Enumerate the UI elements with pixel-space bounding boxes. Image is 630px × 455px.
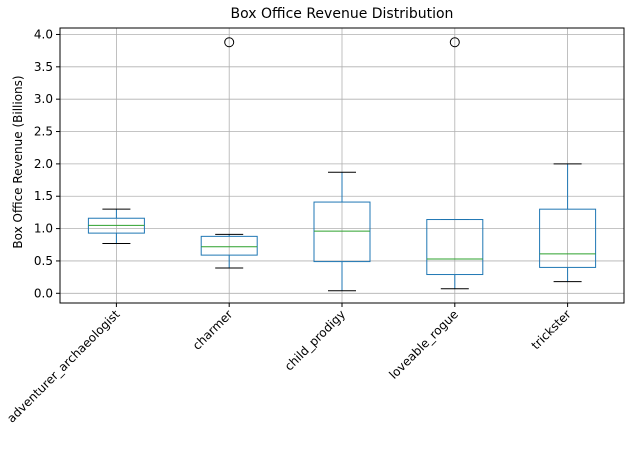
y-tick-label: 3.5: [34, 60, 53, 74]
box-child_prodigy: [313, 201, 371, 263]
x-tick-label: loveable_rogue: [386, 307, 461, 382]
chart-title: Box Office Revenue Distribution: [230, 6, 454, 22]
y-tick-label: 2.5: [34, 125, 53, 139]
outlier-point: [449, 37, 460, 48]
y-tick-label: 3.0: [34, 92, 53, 106]
x-tick-label: charmer: [190, 307, 236, 353]
y-tick-label: 4.0: [34, 27, 53, 41]
box-loveable_rogue: [426, 219, 484, 276]
box-trickster: [539, 208, 597, 268]
x-tick-label: trickster: [529, 307, 574, 352]
y-tick-label: 1.0: [34, 222, 53, 236]
y-tick-label: 1.5: [34, 189, 53, 203]
x-tick-label: child_prodigy: [282, 307, 348, 373]
outlier-point: [224, 37, 235, 48]
y-tick-label: 2.0: [34, 157, 53, 171]
y-tick-label: 0.0: [34, 286, 53, 300]
box-charmer: [200, 235, 258, 256]
x-tick-label: adventurer_archaeologist: [4, 307, 122, 425]
y-tick-label: 0.5: [34, 254, 53, 268]
